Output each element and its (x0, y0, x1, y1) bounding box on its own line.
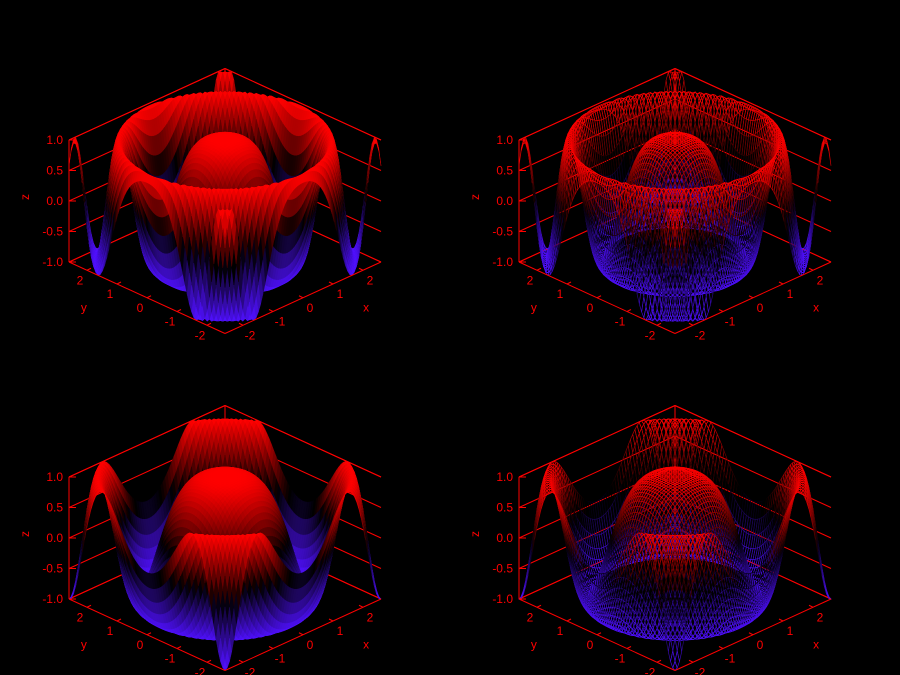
z-tick-label: 0.0 (46, 194, 63, 208)
x-tick-label: -1 (275, 315, 286, 329)
surface-mesh (68, 70, 382, 322)
y-axis-label: y (81, 301, 87, 315)
surface-panel-top-left: 1.0 0.5 0.0 -0.5 -1.0 -2 -1 0 1 2 2 1 0 -1 -2 x y z (18, 68, 382, 342)
y-tick (86, 267, 92, 271)
y-tick (146, 295, 152, 299)
z-tick-label: 1.0 (46, 133, 63, 147)
z-tick-label: 0.5 (46, 164, 63, 178)
z-grid-line (224, 68, 382, 141)
z-axis-label: z (18, 194, 32, 200)
z-grid-line (68, 68, 226, 141)
y-tick (116, 281, 122, 285)
x-tick (358, 267, 364, 271)
z-tick-label: -0.5 (42, 225, 63, 239)
x-tick-label: -2 (245, 328, 256, 342)
x-tick (328, 281, 334, 285)
x-tick-label: 0 (307, 301, 314, 315)
x-tick (268, 309, 274, 312)
y-tick-label: -2 (195, 328, 206, 342)
y-tick-label: 2 (77, 273, 84, 287)
y-tick-label: -1 (165, 315, 176, 329)
y-tick-label: 0 (137, 301, 144, 315)
x-axis-label: x (363, 301, 369, 315)
x-tick (298, 295, 304, 299)
x-tick-label: 2 (367, 273, 374, 287)
y-tick-label: 1 (107, 287, 114, 301)
x-tick (238, 322, 244, 326)
y-tick (176, 309, 182, 312)
z-tick-label: -1.0 (42, 255, 63, 269)
y-tick (206, 322, 212, 326)
x-tick-label: 1 (337, 287, 344, 301)
